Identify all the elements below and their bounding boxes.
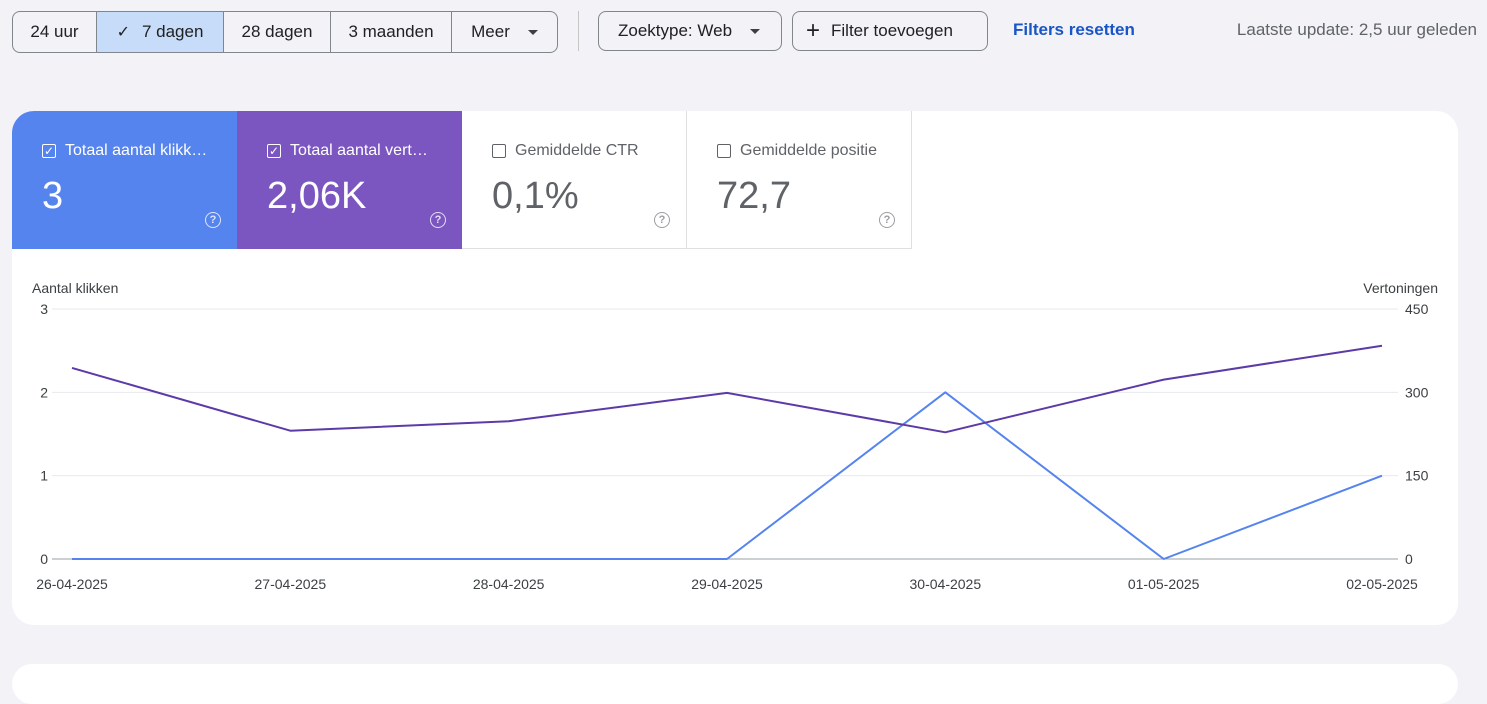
range-label: 7 dagen xyxy=(141,22,204,41)
date-range-selector: 24 uur ✓ 7 dagen 28 dagen 3 maanden Meer xyxy=(12,11,558,53)
x-tick-label: 29-04-2025 xyxy=(691,576,763,592)
x-tick-label: 26-04-2025 xyxy=(36,576,108,592)
range-more-dropdown[interactable]: Meer xyxy=(452,12,557,52)
clicks-series-line xyxy=(72,391,1383,560)
range-label: 3 maanden xyxy=(348,22,434,41)
range-24h-button[interactable]: 24 uur xyxy=(13,12,97,52)
chevron-down-icon xyxy=(527,29,538,35)
range-3m-button[interactable]: 3 maanden xyxy=(331,12,452,52)
metric-label-text: Totaal aantal vert… xyxy=(290,142,428,159)
search-type-dropdown[interactable]: Zoektype: Web xyxy=(598,11,782,51)
metric-label-text: Gemiddelde positie xyxy=(740,142,877,159)
help-icon[interactable]: ? xyxy=(430,212,446,228)
metric-value: 72,7 xyxy=(717,175,791,217)
metric-label: ✓ Totaal aantal vert… xyxy=(267,142,428,160)
left-tick-label: 3 xyxy=(40,301,48,317)
metric-label: ✓ Totaal aantal klikk… xyxy=(42,142,207,160)
range-label: 28 dagen xyxy=(241,22,313,41)
metric-value: 0,1% xyxy=(492,175,579,217)
add-filter-button[interactable]: + Filter toevoegen xyxy=(792,11,988,51)
metric-label-text: Gemiddelde CTR xyxy=(515,142,639,159)
check-icon: ✓ xyxy=(116,24,130,41)
right-tick-label: 0 xyxy=(1405,551,1413,567)
x-tick-label: 27-04-2025 xyxy=(255,576,327,592)
search-type-label: Zoektype: Web xyxy=(618,21,733,40)
range-7d-button[interactable]: ✓ 7 dagen xyxy=(97,12,224,52)
metric-clicks[interactable]: ✓ Totaal aantal klikk… 3 ? xyxy=(12,111,237,249)
chevron-down-icon xyxy=(750,28,761,34)
x-tick-label: 02-05-2025 xyxy=(1346,576,1418,592)
metric-position[interactable]: Gemiddelde positie 72,7 ? xyxy=(687,111,912,249)
metric-label: Gemiddelde CTR xyxy=(492,142,639,160)
range-label: Meer xyxy=(471,22,510,41)
metric-label-text: Totaal aantal klikk… xyxy=(65,142,208,159)
left-tick-label: 2 xyxy=(40,384,48,400)
add-filter-label: Filter toevoegen xyxy=(831,21,953,40)
checkbox-unchecked-icon[interactable] xyxy=(717,144,731,158)
help-icon[interactable]: ? xyxy=(879,212,895,228)
left-axis-title: Aantal klikken xyxy=(32,280,118,296)
help-icon[interactable]: ? xyxy=(654,212,670,228)
metric-impressions[interactable]: ✓ Totaal aantal vert… 2,06K ? xyxy=(237,111,462,249)
last-update-text: Laatste update: 2,5 uur geleden xyxy=(1236,20,1477,39)
right-tick-label: 150 xyxy=(1405,468,1429,484)
reset-filters-link[interactable]: Filters resetten xyxy=(1013,20,1135,39)
left-tick-label: 0 xyxy=(40,551,48,567)
range-label: 24 uur xyxy=(30,22,79,41)
performance-chart[interactable]: Aantal klikken Vertoningen 0 1 2 3 0 150 300 450 2… xyxy=(12,271,1458,611)
metric-value: 2,06K xyxy=(267,175,367,217)
right-tick-label: 300 xyxy=(1405,384,1429,400)
x-tick-label: 01-05-2025 xyxy=(1128,576,1200,592)
x-tick-label: 28-04-2025 xyxy=(473,576,545,592)
checkbox-checked-icon[interactable]: ✓ xyxy=(267,144,281,158)
checkbox-unchecked-icon[interactable] xyxy=(492,144,506,158)
help-icon[interactable]: ? xyxy=(205,212,221,228)
impressions-series-line xyxy=(71,344,1383,434)
metric-ctr[interactable]: Gemiddelde CTR 0,1% ? xyxy=(462,111,687,249)
toolbar-divider xyxy=(578,11,579,51)
metric-value: 3 xyxy=(42,175,64,217)
x-tick-label: 30-04-2025 xyxy=(910,576,982,592)
right-tick-label: 450 xyxy=(1405,301,1429,317)
range-28d-button[interactable]: 28 dagen xyxy=(224,12,331,52)
right-axis-title: Vertoningen xyxy=(1363,280,1438,296)
performance-card: ✓ Totaal aantal klikk… 3 ? ✓ Totaal aantal… xyxy=(12,111,1458,625)
metric-label: Gemiddelde positie xyxy=(717,142,877,160)
queries-card xyxy=(12,664,1458,704)
checkbox-checked-icon[interactable]: ✓ xyxy=(42,144,56,158)
plus-icon: + xyxy=(806,17,821,44)
left-tick-label: 1 xyxy=(40,468,48,484)
